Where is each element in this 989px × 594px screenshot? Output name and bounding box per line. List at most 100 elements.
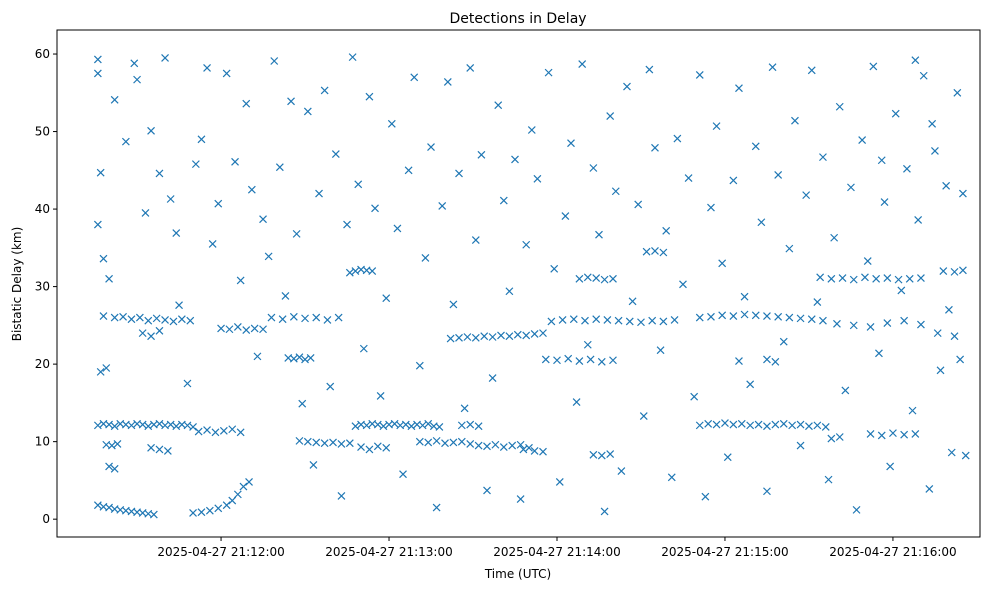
data-point [933,329,942,338]
data-point [149,510,158,519]
data-point [858,136,867,145]
chart-title: Detections in Delay [449,11,586,27]
data-point [513,330,522,339]
data-point [96,367,105,376]
data-point [816,273,825,282]
y-tick-label: 20 [35,357,50,371]
data-point [805,422,813,431]
data-point [541,355,550,364]
data-point [729,420,738,429]
data-point [415,437,424,446]
data-point [166,420,175,429]
data-point [415,361,424,370]
data-point [637,318,645,327]
data-point [597,357,606,366]
data-point [110,422,119,431]
data-point [945,305,953,314]
data-point [592,315,601,324]
data-point [138,329,147,338]
data-point [625,317,634,326]
data-point [435,422,444,431]
data-point [393,224,402,233]
data-point [441,439,449,448]
data-point [936,366,945,375]
data-point [737,419,746,428]
data-point [474,441,483,450]
data-point [763,487,771,496]
data-point [659,317,668,326]
data-point [427,143,435,151]
data-point [813,421,822,430]
data-point [152,314,161,323]
data-point [418,421,427,430]
data-point [432,503,441,512]
data-point [707,312,715,321]
data-point [754,420,763,429]
data-point [833,319,841,328]
data-point [877,431,886,440]
data-point [603,316,612,324]
data-point [611,187,620,196]
data-point [707,203,715,212]
data-point [301,314,309,323]
data-point [877,156,886,165]
data-point [779,337,788,346]
data-point [102,364,111,372]
data-point [460,404,469,413]
data-point [390,419,399,428]
data-point [553,356,561,365]
data-point [354,180,363,189]
data-point [376,391,385,400]
data-point [499,443,508,451]
data-point [609,274,617,283]
data-point [161,53,169,62]
data-point [712,122,721,131]
data-point [861,273,869,282]
data-point [567,139,575,148]
data-point [569,315,578,324]
data-point [278,315,287,324]
data-point [155,326,164,335]
data-point [259,215,267,224]
data-point [144,316,153,325]
data-point [555,478,564,486]
data-point [572,398,581,407]
data-point [746,421,755,430]
x-tick-label: 2025-04-27 21:12:00 [157,545,284,559]
data-point [228,496,237,505]
data-point [343,220,351,229]
data-point [141,209,150,217]
data-point [791,116,799,125]
data-point [813,298,822,307]
data-point [852,505,861,514]
data-point [432,436,441,445]
data-point [841,386,850,395]
data-point [788,421,797,430]
x-axis-label: Time (UTC) [484,567,551,581]
data-point [303,437,312,446]
data-point [329,438,337,447]
data-point [763,422,771,431]
data-point [373,442,382,451]
data-point [889,429,897,438]
data-point [914,216,923,224]
data-point [746,380,755,389]
data-point [807,315,816,324]
data-point [821,422,830,431]
data-point [477,150,486,159]
data-point [597,451,606,460]
data-point [802,191,811,200]
data-point [121,137,130,146]
data-point [662,226,671,235]
data-point [424,438,433,447]
data-point [488,374,497,383]
x-tick-label: 2025-04-27 21:13:00 [325,545,452,559]
data-point [281,291,290,300]
data-point [488,333,497,341]
data-point [93,220,102,229]
data-point [530,447,539,455]
data-point [253,352,262,361]
data-point [449,300,458,309]
data-point [522,331,531,340]
data-point [849,275,858,284]
